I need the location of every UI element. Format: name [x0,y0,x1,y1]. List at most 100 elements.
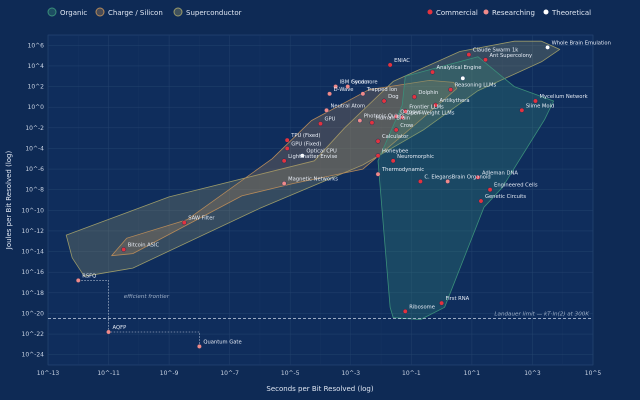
point-theoretical-node[interactable] [460,75,466,81]
legend-item-researching[interactable]: Researching [483,9,535,17]
point-slime-mold[interactable]: Slime Mold [519,103,555,113]
point-genetic-circuits[interactable]: Genetic Circuits [478,194,527,204]
point-ibm-condor[interactable]: IBM Condor [333,80,370,89]
point-gpu-fixed-[interactable]: GPU (Fixed) [284,141,321,151]
point-marker [375,153,381,159]
point-d-wave[interactable]: D-Wave [327,87,353,97]
point-adleman-dna[interactable]: Adleman DNA [475,170,519,180]
point-marker [318,121,323,127]
point-marker [75,278,81,283]
point-marker [360,91,366,97]
legend-item-theoretical[interactable]: Theoretical [543,9,592,17]
point-sycamore[interactable]: Sycamore [345,80,378,89]
point-label: Trapped Ion [366,87,397,93]
grid [47,35,594,365]
frontier-label: efficient frontier [124,294,170,300]
y-tick-label: 10^-22 [22,331,45,338]
point-magnetic-networks[interactable]: Magnetic Networks [281,177,338,186]
point-label: ENIAC [394,58,410,64]
point-dog[interactable]: Dog [381,94,399,104]
point-mycelium-network[interactable]: Mycelium Network [533,94,588,104]
point-quantum-gate[interactable]: Quantum Gate [196,339,242,349]
point-rsfq[interactable]: RSFQ [75,273,96,283]
point-calculator[interactable]: Calculator [375,134,409,144]
point-engineered-cells[interactable]: Engineered Cells [487,183,538,193]
y-tick-label: 10^4 [28,63,45,70]
region-organic [377,56,554,320]
point-antikythera[interactable]: Antikythera [433,98,470,108]
point-photonic-qubits[interactable]: Photonic Qubits [357,114,405,123]
legend-item-organic[interactable]: Organic [47,7,87,17]
point-ant-supercolony[interactable]: Ant Supercolony [483,53,533,63]
legend-item-charge-silicon[interactable]: Charge / Silicon [95,7,163,17]
y-tick-label: 10^-4 [25,145,44,152]
point-bitcoin-asic[interactable]: Bitcoin ASIC [121,243,160,252]
legend-item-superconductor[interactable]: Superconductor [173,7,242,17]
legend-item-commercial[interactable]: Commercial [427,9,478,17]
point-lightmatter-envise[interactable]: Lightmatter Envise [281,154,337,164]
point-dolphin[interactable]: Dolphin [411,90,438,100]
point-marker [478,198,484,204]
point-marker [299,153,305,159]
point-reasoning-llms[interactable]: Reasoning LLMs [448,83,497,93]
point-optical-cpu[interactable]: Optical CPU [299,149,337,159]
x-axis-ticks: 10^-13 10^-11 10^-9 10^-7 10^-5 10^-3 10^-1 10^… [37,370,602,377]
point-label: Ant Supercolony [490,53,533,59]
x-axis-title: Seconds per Bit Resolved (log) [266,385,373,393]
point-label: Frontier LLMs [409,104,444,110]
point-marker [439,300,445,306]
legend-swatch-superconductor [173,7,183,17]
point-label: Photonic Qubits [364,114,405,120]
point-whole-brain-emulation[interactable]: Whole Brain Emulation [545,40,611,50]
point-analytical-engine[interactable]: Analytical Engine [430,65,481,75]
x-tick-label: 10^-5 [281,370,300,377]
point-marker [418,179,423,184]
point-aqfp[interactable]: AQFP [106,325,126,335]
point-first-rna[interactable]: First RNA [439,296,470,306]
point-marker [402,108,408,114]
point-honeybee[interactable]: Honeybee [375,149,409,159]
point-eniac[interactable]: ENIAC [387,58,410,68]
point-label: Antikythera [440,98,470,104]
legend-swatch-charge-silicon [95,7,105,17]
legend-label-charge-silicon: Charge / Silicon [108,9,163,17]
point-marker [430,69,435,75]
point-label: TPU (Fixed) [290,133,320,139]
point-neuromorphic[interactable]: Neuromorphic [390,154,434,164]
point-marker [533,98,538,104]
point-ribosome[interactable]: Ribosome [402,304,435,314]
point-octopus[interactable]: Octopus [393,109,422,119]
landauer-label: Landauer limit — kT·ln(2) at 300K [494,312,590,318]
x-tick-label: 10^-9 [160,370,179,377]
point-marker [402,308,408,314]
point-crow[interactable]: Crow [393,123,414,133]
point-neutral-atom[interactable]: Neutral Atom [324,103,366,113]
point-frontier-llms[interactable]: Frontier LLMs [402,104,444,114]
legend-label-theoretical: Theoretical [551,9,591,17]
point-marker [375,138,381,144]
point-open-weight-llms[interactable]: Open-Weight LLMs [399,111,455,120]
y-tick-label: 10^-14 [22,249,45,256]
point-tpu-fixed-[interactable]: TPU (Fixed) [284,133,320,143]
point-marker [333,84,339,89]
point-trapped-ion[interactable]: Trapped Ion [360,87,398,97]
y-tick-label: 10^-16 [22,269,45,276]
point-claude-swarm-1k[interactable]: Claude Swarm 1k [466,48,519,57]
point-gpu[interactable]: GPU [318,117,336,127]
point-marker [390,158,396,164]
x-tick-label: 10^5 [585,370,602,377]
point-label: Reasoning LLMs [455,83,497,89]
point-marker [399,115,405,120]
point-brain-organoid[interactable]: Brain Organoid [445,174,491,184]
point-saw-filter[interactable]: SAW Filter [181,216,215,226]
point-marker [345,84,351,89]
point-human-brain[interactable]: Human Brain [369,116,410,126]
point-label: Bitcoin ASIC [128,243,160,249]
point-c-elegans[interactable]: C. Elegans [418,174,452,184]
y-tick-label: 10^-2 [25,125,44,132]
legend-swatch-commercial [427,9,433,15]
point-label: Neutral Atom [331,103,366,109]
point-marker [411,94,417,100]
point-thermodynamic[interactable]: Thermodynamic [375,167,424,177]
point-marker [281,181,287,186]
